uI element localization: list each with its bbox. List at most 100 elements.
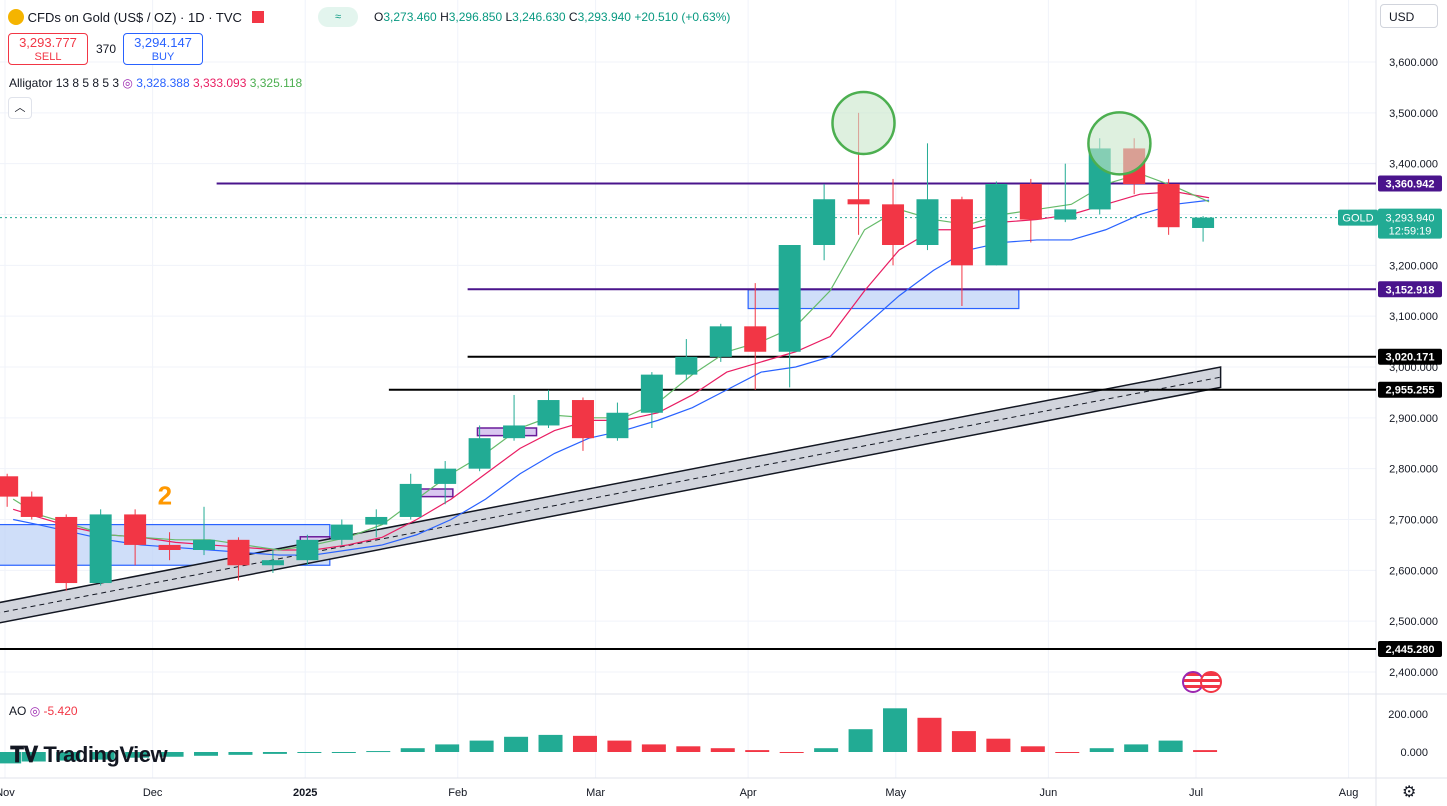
sell-button[interactable]: 3,293.777 SELL [8, 33, 88, 65]
us-flag-icon[interactable] [1200, 671, 1222, 693]
candle-body [89, 514, 112, 584]
currency-label: USD [1389, 10, 1415, 24]
ao-bar [56, 752, 81, 761]
candle-body [1019, 184, 1042, 220]
ao-label: AO [9, 704, 27, 718]
candle-body [847, 199, 870, 205]
close-value: 3,293.940 [577, 10, 631, 24]
spread-value: 370 [96, 42, 117, 56]
y-tick-label: 2,900.000 [1389, 413, 1438, 425]
ao-bar [848, 729, 873, 752]
candle-body [468, 438, 491, 469]
tradingview-logo: 𝐓𝐕 TradingView [10, 742, 168, 768]
candle-body [778, 245, 801, 352]
sell-price: 3,293.777 [19, 35, 77, 50]
price-levels [0, 182, 1376, 650]
trend-channel-midline [0, 376, 1221, 614]
low-label: L [505, 10, 513, 24]
x-tick-label: Jul [1189, 787, 1203, 799]
x-tick-label: May [885, 787, 906, 799]
high-label: H [440, 10, 449, 24]
x-tick-label: Nov [0, 787, 15, 799]
wave-label: 2 [158, 480, 172, 510]
gold-logo-icon [8, 9, 24, 25]
ao-bar [331, 752, 356, 753]
change-value: +20.510 (+0.63%) [634, 10, 731, 24]
highlight-circle [831, 90, 896, 156]
ao-bar [572, 735, 597, 752]
y-tick-label: 3,000.000 [1389, 362, 1438, 374]
price-level-tag [1378, 175, 1442, 192]
ao-bar [779, 752, 804, 753]
flag-icon[interactable] [251, 11, 264, 23]
alligator-settings-icon[interactable]: ◎ [122, 76, 133, 90]
ao-bar [159, 752, 184, 757]
chevron-up-icon[interactable]: ︿ [8, 97, 32, 119]
candle-body [20, 496, 43, 517]
price-level-tag [1378, 281, 1442, 298]
candle-body [434, 468, 457, 484]
ao-histogram [0, 708, 1218, 764]
status-pill[interactable]: ≈ [318, 7, 358, 27]
ao-bar [883, 708, 908, 752]
y-tick-label: 3,400.000 [1389, 159, 1438, 171]
ao-bar [641, 744, 666, 752]
ao-bar [710, 748, 735, 752]
alligator-legend[interactable]: Alligator 13 8 5 8 5 3 ◎ 3,328.388 3,333… [9, 76, 302, 90]
sell-label: SELL [34, 51, 62, 63]
candle-body [744, 326, 767, 352]
highlight-circle [1087, 111, 1152, 176]
alligator-label: Alligator 13 8 5 8 5 3 [9, 76, 120, 90]
ao-tick-label: 0.000 [1400, 747, 1428, 759]
open-value: 3,273.460 [383, 10, 437, 24]
symbol-tag: GOLD [1342, 213, 1373, 225]
close-label: C [568, 10, 578, 24]
candle-body [55, 516, 78, 584]
tv-logo-icon: 𝐓𝐕 [10, 742, 38, 767]
high-value: 3,296.850 [448, 10, 503, 24]
candle-body [296, 539, 319, 561]
currency-select[interactable]: USD [1380, 4, 1438, 28]
brand-label: TradingView [43, 742, 168, 767]
candle-body [606, 412, 629, 439]
ao-legend[interactable]: AO ◎ -5.420 [9, 704, 78, 718]
pill-label: ≈ [334, 11, 342, 23]
trend-channel [0, 366, 1222, 624]
candles [0, 112, 1215, 591]
x-tick-label: Feb [448, 787, 467, 799]
price-level-value: 3,152.918 [1386, 284, 1435, 296]
symbol-tag-bg [1338, 209, 1378, 226]
ao-bar [297, 752, 322, 753]
y-tick-label: 2,500.000 [1389, 616, 1438, 628]
candle-body [985, 184, 1008, 266]
candle-body [882, 204, 905, 245]
price-labels: 3,360.942 3,152.918 3,020.171 2,955.255 2,44… [1338, 175, 1442, 657]
candle-body [124, 514, 147, 545]
ao-bar [917, 717, 942, 752]
candle-body [1192, 217, 1215, 228]
ao-bar [194, 752, 219, 756]
y-tick-label: 3,500.000 [1389, 108, 1438, 120]
ao-bar [504, 736, 529, 752]
x-tick-label: Aug [1339, 787, 1359, 799]
ohlc-values: O3,273.460 H3,296.850 L3,246.630 C3,293.… [374, 10, 730, 24]
ao-bar [366, 751, 391, 753]
time-axis[interactable]: Nov Dec 2025 Feb Mar Apr May Jun Jul Aug [0, 787, 1358, 799]
candle-body [158, 544, 181, 550]
buy-button[interactable]: 3,294.147 BUY [123, 33, 203, 65]
candle-body [709, 326, 732, 357]
ao-settings-icon[interactable]: ◎ [29, 704, 41, 718]
ao-bar [676, 746, 701, 752]
price-level-tag [1378, 640, 1442, 657]
gear-icon[interactable]: ⚙ [1402, 784, 1417, 801]
candle-body [675, 356, 698, 375]
symbol-title[interactable]: CFDs on Gold (US$ / OZ) · 1D · TVC [27, 10, 242, 25]
price-axis[interactable]: 2,400.000 2,500.000 2,600.000 2,700.000 2,80… [1388, 57, 1438, 759]
ao-bar [1020, 746, 1045, 752]
ao-bar [986, 738, 1011, 752]
ao-bar [125, 752, 150, 758]
buy-label: BUY [151, 51, 175, 63]
circles-layer: 2 [158, 90, 1152, 510]
y-tick-label: 2,800.000 [1389, 464, 1438, 476]
